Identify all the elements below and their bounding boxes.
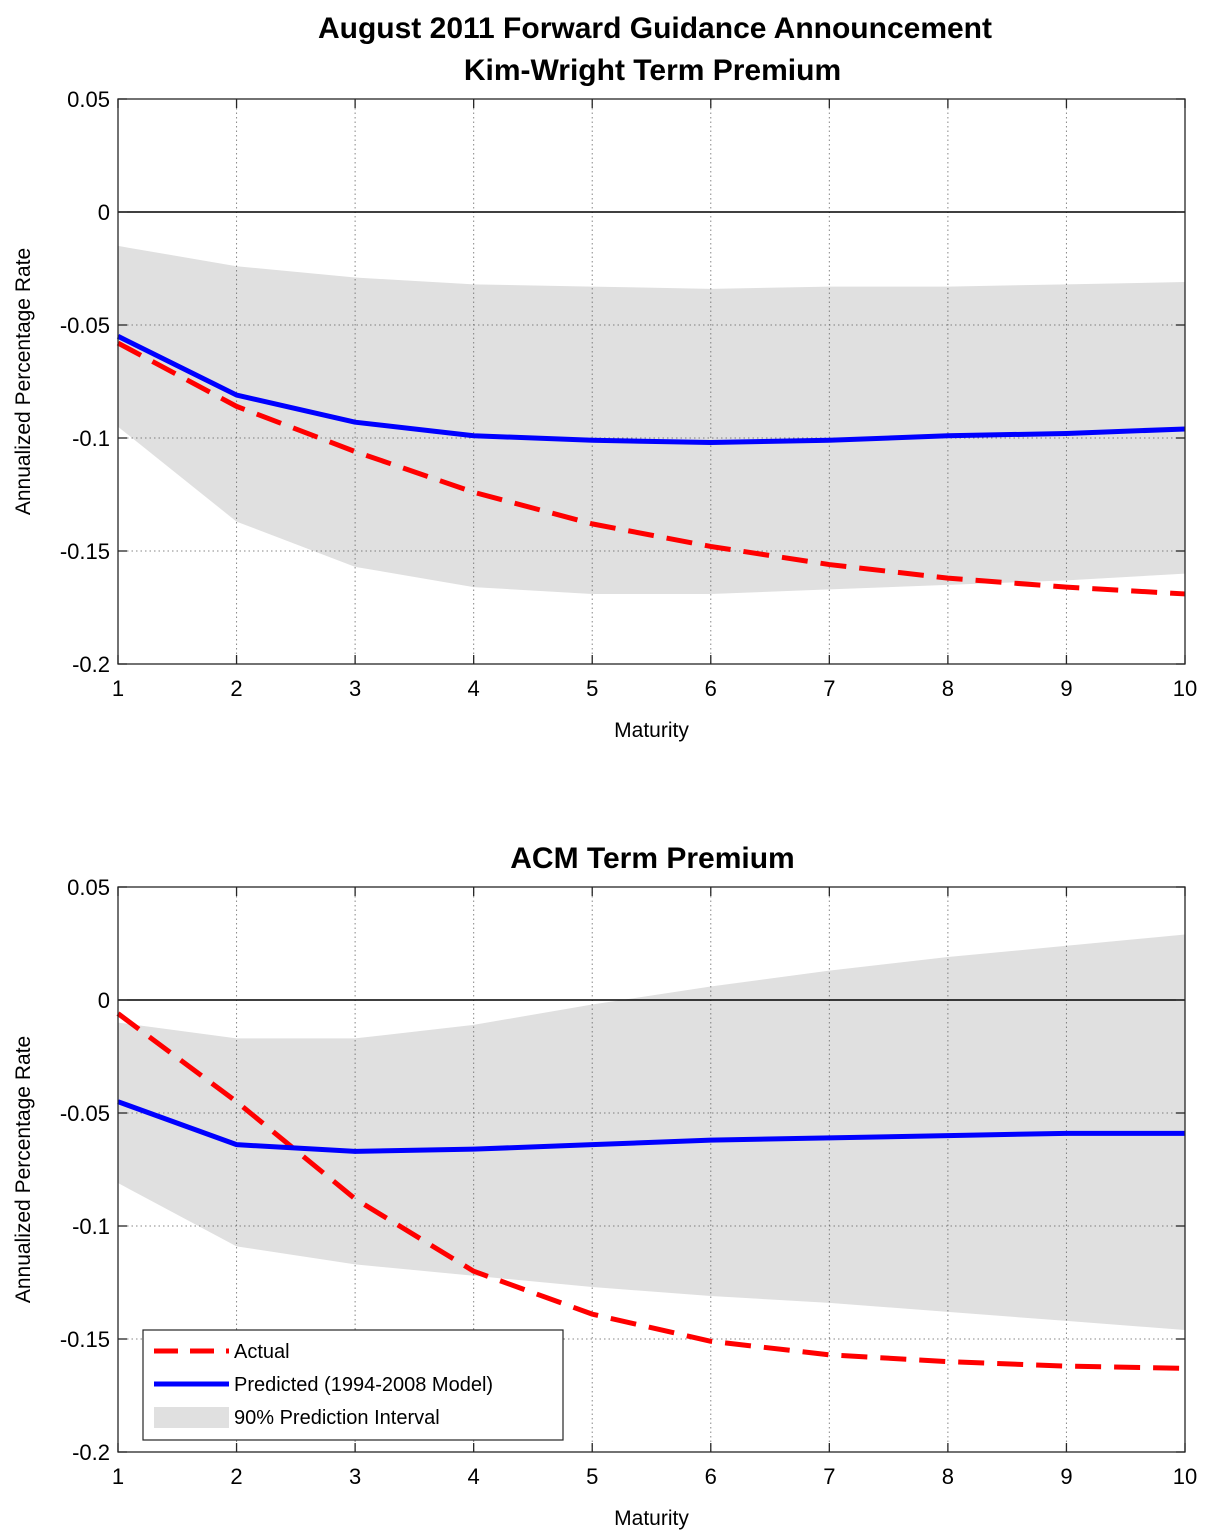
y-tick-label: 0.05 xyxy=(67,875,110,900)
figure-title: August 2011 Forward Guidance Announcemen… xyxy=(318,12,992,45)
y-axis-label: Annualized Percentage Rate xyxy=(12,1036,35,1303)
x-tick-label: 1 xyxy=(112,676,124,701)
actual-line xyxy=(116,340,1186,597)
x-tick-label: 1 xyxy=(112,1464,124,1489)
y-tick-label: -0.1 xyxy=(72,1214,110,1239)
actual-line xyxy=(116,1011,1186,1371)
legend-label: 90% Prediction Interval xyxy=(234,1407,440,1429)
x-tick-label: 4 xyxy=(468,676,480,701)
axes-box xyxy=(117,98,1186,665)
x-tick-label: 7 xyxy=(823,1464,835,1489)
x-tick-label: 3 xyxy=(349,676,361,701)
x-axis-label: Maturity xyxy=(614,1507,689,1530)
y-tick-label: -0.15 xyxy=(60,1327,110,1352)
y-tick-label: -0.05 xyxy=(60,1101,110,1126)
prediction-interval-band xyxy=(118,245,1185,594)
x-tick-label: 2 xyxy=(230,1464,242,1489)
x-tick-label: 8 xyxy=(942,676,954,701)
x-tick-label: 5 xyxy=(586,1464,598,1489)
x-tick-label: 4 xyxy=(468,1464,480,1489)
x-tick-label: 7 xyxy=(823,676,835,701)
chart-title: ACM Term Premium xyxy=(510,842,795,875)
x-tick-label: 6 xyxy=(705,1464,717,1489)
y-tick-label: 0 xyxy=(98,200,110,225)
y-tick-label: -0.2 xyxy=(72,1440,110,1465)
x-tick-label: 9 xyxy=(1060,1464,1072,1489)
chart-top: 1 2 3 4 5 6 7 8 9 10 0.05 0 -0.05 -0.1 -0.15 -0.2 Kim-Wr… xyxy=(12,54,1197,742)
x-tick-label: 6 xyxy=(705,676,717,701)
x-tick-label: 10 xyxy=(1173,676,1197,701)
y-tick-label: 0 xyxy=(98,988,110,1013)
y-tick-label: -0.2 xyxy=(72,652,110,677)
legend: Actual Predicted (1994-2008 Model) 90% Pre… xyxy=(142,1329,564,1441)
prediction-interval-band xyxy=(118,934,1185,1330)
y-tick-label: -0.05 xyxy=(60,313,110,338)
x-tick-label: 8 xyxy=(942,1464,954,1489)
predicted-line xyxy=(116,334,1186,446)
y-tick-label: -0.15 xyxy=(60,539,110,564)
x-tick-label: 9 xyxy=(1060,676,1072,701)
x-tick-label: 10 xyxy=(1173,1464,1197,1489)
x-tick-label: 3 xyxy=(349,1464,361,1489)
legend-label: Predicted (1994-2008 Model) xyxy=(234,1374,493,1396)
x-axis-label: Maturity xyxy=(614,719,689,742)
x-tick-label: 5 xyxy=(586,676,598,701)
predicted-line xyxy=(117,1099,1185,1154)
legend-swatch-interval xyxy=(154,1407,229,1428)
y-tick-label: 0.05 xyxy=(67,87,110,112)
y-axis-label: Annualized Percentage Rate xyxy=(12,248,35,515)
axes-box xyxy=(117,886,1186,1453)
chart-bottom: 1 2 3 4 5 6 7 8 9 10 0.05 0 -0.05 -0.1 -0.15 -0.2 ACM Te… xyxy=(12,842,1197,1530)
legend-label: Actual xyxy=(234,1341,290,1363)
y-tick-label: -0.1 xyxy=(72,426,110,451)
x-tick-label: 2 xyxy=(230,676,242,701)
chart-title: Kim-Wright Term Premium xyxy=(464,54,841,87)
